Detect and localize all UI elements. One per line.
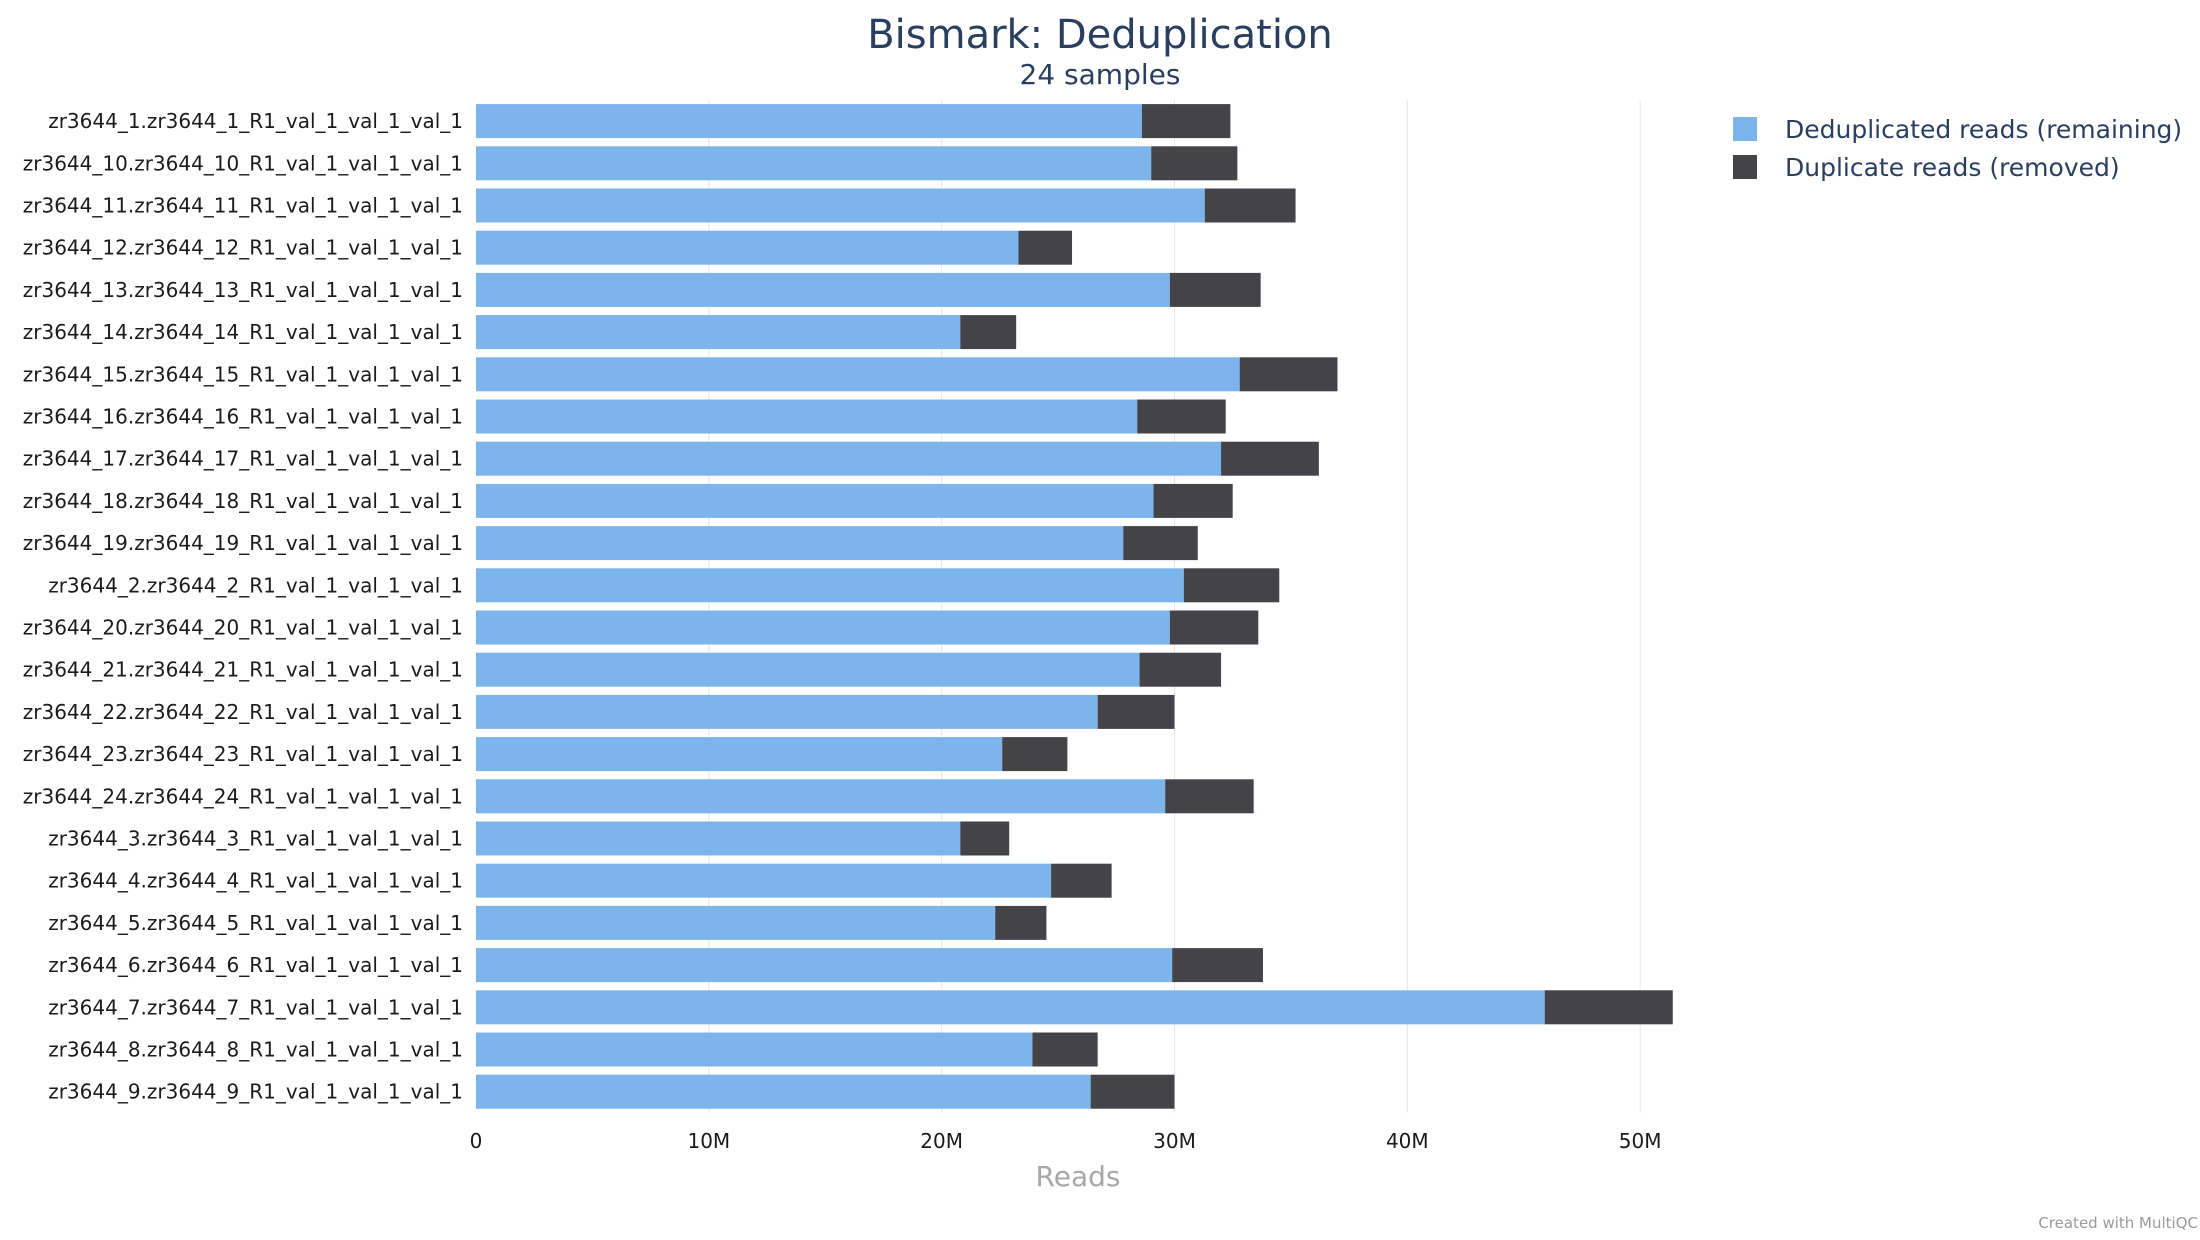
category-label: zr3644_13.zr3644_13_R1_val_1_val_1_val_1 bbox=[23, 278, 463, 302]
bar-duplicate[interactable] bbox=[1032, 1032, 1098, 1067]
category-labels: zr3644_1.zr3644_1_R1_val_1_val_1_val_1zr… bbox=[23, 109, 463, 1104]
credit-text: Created with MultiQC bbox=[2038, 1214, 2198, 1232]
category-label: zr3644_5.zr3644_5_R1_val_1_val_1_val_1 bbox=[48, 911, 463, 935]
bar-deduplicated[interactable] bbox=[476, 441, 1222, 476]
legend-swatch-deduplicated bbox=[1733, 117, 1757, 141]
gridlines bbox=[708, 100, 1641, 1113]
bar-duplicate[interactable] bbox=[1183, 568, 1280, 603]
category-label: zr3644_18.zr3644_18_R1_val_1_val_1_val_1 bbox=[23, 489, 463, 513]
category-label: zr3644_14.zr3644_14_R1_val_1_val_1_val_1 bbox=[23, 320, 463, 344]
category-label: zr3644_17.zr3644_17_R1_val_1_val_1_val_1 bbox=[23, 447, 463, 471]
x-tick-label: 20M bbox=[920, 1129, 963, 1153]
bar-duplicate[interactable] bbox=[1018, 230, 1073, 265]
bar-deduplicated[interactable] bbox=[476, 146, 1152, 181]
bar-deduplicated[interactable] bbox=[476, 779, 1166, 814]
bar-duplicate[interactable] bbox=[1002, 737, 1068, 772]
category-label: zr3644_19.zr3644_19_R1_val_1_val_1_val_1 bbox=[23, 531, 463, 555]
bar-deduplicated[interactable] bbox=[476, 737, 1003, 772]
category-label: zr3644_23.zr3644_23_R1_val_1_val_1_val_1 bbox=[23, 742, 463, 766]
x-axis-title: Reads bbox=[1036, 1160, 1121, 1193]
bar-deduplicated[interactable] bbox=[476, 272, 1170, 307]
bar-duplicate[interactable] bbox=[1204, 188, 1296, 223]
bar-duplicate[interactable] bbox=[1169, 610, 1259, 645]
category-label: zr3644_8.zr3644_8_R1_val_1_val_1_val_1 bbox=[48, 1038, 463, 1062]
bar-duplicate[interactable] bbox=[1137, 399, 1226, 434]
chart-subtitle: 24 samples bbox=[1020, 58, 1181, 91]
category-label: zr3644_22.zr3644_22_R1_val_1_val_1_val_1 bbox=[23, 700, 463, 724]
bar-deduplicated[interactable] bbox=[476, 948, 1173, 983]
legend-label-duplicate[interactable]: Duplicate reads (removed) bbox=[1785, 153, 2120, 182]
bar-deduplicated[interactable] bbox=[476, 188, 1205, 223]
bar-deduplicated[interactable] bbox=[476, 905, 996, 940]
category-label: zr3644_16.zr3644_16_R1_val_1_val_1_val_1 bbox=[23, 405, 463, 429]
category-label: zr3644_7.zr3644_7_R1_val_1_val_1_val_1 bbox=[48, 995, 463, 1019]
category-label: zr3644_4.zr3644_4_R1_val_1_val_1_val_1 bbox=[48, 869, 463, 893]
bar-duplicate[interactable] bbox=[1097, 694, 1175, 729]
bar-deduplicated[interactable] bbox=[476, 1032, 1033, 1067]
category-label: zr3644_11.zr3644_11_R1_val_1_val_1_val_1 bbox=[23, 194, 463, 218]
x-tick-label: 40M bbox=[1386, 1129, 1429, 1153]
x-axis-ticks: 0 10M 20M 30M 40M 50M bbox=[470, 1129, 1662, 1153]
category-label: zr3644_12.zr3644_12_R1_val_1_val_1_val_1 bbox=[23, 236, 463, 260]
category-label: zr3644_2.zr3644_2_R1_val_1_val_1_val_1 bbox=[48, 573, 463, 597]
x-tick-label: 0 bbox=[470, 1129, 483, 1153]
category-label: zr3644_20.zr3644_20_R1_val_1_val_1_val_1 bbox=[23, 616, 463, 640]
bars bbox=[476, 104, 1673, 1109]
legend-swatch-duplicate bbox=[1733, 155, 1757, 179]
bar-deduplicated[interactable] bbox=[476, 104, 1142, 139]
bar-duplicate[interactable] bbox=[1172, 948, 1263, 983]
category-label: zr3644_24.zr3644_24_R1_val_1_val_1_val_1 bbox=[23, 784, 463, 808]
bar-duplicate[interactable] bbox=[1051, 863, 1112, 898]
bar-duplicate[interactable] bbox=[1151, 146, 1238, 181]
bar-duplicate[interactable] bbox=[960, 821, 1010, 856]
legend: Deduplicated reads (remaining) Duplicate… bbox=[1733, 115, 2182, 182]
bar-deduplicated[interactable] bbox=[476, 1074, 1091, 1109]
x-tick-label: 50M bbox=[1619, 1129, 1662, 1153]
bar-deduplicated[interactable] bbox=[476, 483, 1154, 518]
category-label: zr3644_9.zr3644_9_R1_val_1_val_1_val_1 bbox=[48, 1080, 463, 1104]
bar-deduplicated[interactable] bbox=[476, 315, 961, 350]
bar-deduplicated[interactable] bbox=[476, 610, 1170, 645]
category-label: zr3644_6.zr3644_6_R1_val_1_val_1_val_1 bbox=[48, 953, 463, 977]
legend-label-deduplicated[interactable]: Deduplicated reads (remaining) bbox=[1785, 115, 2182, 144]
bar-duplicate[interactable] bbox=[1123, 526, 1198, 561]
bar-duplicate[interactable] bbox=[1141, 104, 1231, 139]
bar-deduplicated[interactable] bbox=[476, 230, 1019, 265]
x-tick-label: 30M bbox=[1153, 1129, 1196, 1153]
bar-deduplicated[interactable] bbox=[476, 399, 1138, 434]
category-label: zr3644_21.zr3644_21_R1_val_1_val_1_val_1 bbox=[23, 658, 463, 682]
bar-deduplicated[interactable] bbox=[476, 526, 1124, 561]
x-tick-label: 10M bbox=[687, 1129, 730, 1153]
bar-deduplicated[interactable] bbox=[476, 357, 1240, 392]
bar-duplicate[interactable] bbox=[1544, 990, 1673, 1025]
bar-deduplicated[interactable] bbox=[476, 863, 1052, 898]
bar-deduplicated[interactable] bbox=[476, 568, 1184, 603]
bar-duplicate[interactable] bbox=[1153, 483, 1233, 518]
category-label: zr3644_10.zr3644_10_R1_val_1_val_1_val_1 bbox=[23, 151, 463, 175]
chart-title: Bismark: Deduplication bbox=[867, 12, 1333, 58]
bar-duplicate[interactable] bbox=[995, 905, 1047, 940]
category-label: zr3644_1.zr3644_1_R1_val_1_val_1_val_1 bbox=[48, 109, 463, 133]
bar-deduplicated[interactable] bbox=[476, 990, 1545, 1025]
bar-duplicate[interactable] bbox=[960, 315, 1017, 350]
bar-duplicate[interactable] bbox=[1239, 357, 1338, 392]
bar-deduplicated[interactable] bbox=[476, 694, 1098, 729]
bar-deduplicated[interactable] bbox=[476, 821, 961, 856]
bar-duplicate[interactable] bbox=[1139, 652, 1222, 687]
category-label: zr3644_15.zr3644_15_R1_val_1_val_1_val_1 bbox=[23, 362, 463, 386]
bar-deduplicated[interactable] bbox=[476, 652, 1140, 687]
category-label: zr3644_3.zr3644_3_R1_val_1_val_1_val_1 bbox=[48, 827, 463, 851]
bar-duplicate[interactable] bbox=[1221, 441, 1319, 476]
bar-duplicate[interactable] bbox=[1169, 272, 1261, 307]
bar-duplicate[interactable] bbox=[1165, 779, 1254, 814]
bar-duplicate[interactable] bbox=[1090, 1074, 1175, 1109]
